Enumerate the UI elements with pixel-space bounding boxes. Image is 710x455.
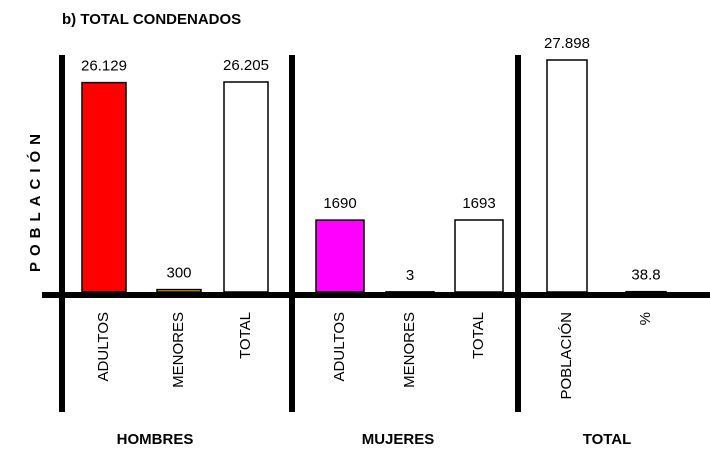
- value-label: 38.8: [631, 267, 660, 284]
- x-tick-label: POBLACIÓN: [558, 312, 575, 400]
- bar: [223, 81, 269, 293]
- chart-title: b) TOTAL CONDENADOS: [62, 11, 241, 28]
- bar: [81, 81, 127, 293]
- x-tick-label: ADULTOS: [331, 312, 348, 381]
- bar: [454, 219, 504, 293]
- value-label: 26.129: [81, 58, 127, 75]
- x-tick-label: TOTAL: [470, 312, 487, 359]
- group-label: TOTAL: [583, 431, 632, 448]
- x-tick-label: ADULTOS: [95, 312, 112, 381]
- x-tick-label: MENORES: [170, 312, 187, 388]
- value-label: 1693: [462, 195, 495, 212]
- y-axis-label: POBLACIÓN: [26, 128, 44, 272]
- value-label: 3: [406, 267, 414, 284]
- group-label: MUJERES: [362, 431, 435, 448]
- x-tick-label: %: [637, 312, 654, 325]
- x-tick-label: MENORES: [401, 312, 418, 388]
- bar: [156, 288, 202, 293]
- x-tick-label: TOTAL: [237, 312, 254, 359]
- value-label: 300: [166, 265, 191, 282]
- bar: [315, 219, 365, 293]
- value-label: 26.205: [223, 57, 269, 74]
- bar: [546, 59, 588, 293]
- group-label: HOMBRES: [117, 431, 194, 448]
- value-label: 27.898: [544, 35, 590, 52]
- value-label: 1690: [323, 195, 356, 212]
